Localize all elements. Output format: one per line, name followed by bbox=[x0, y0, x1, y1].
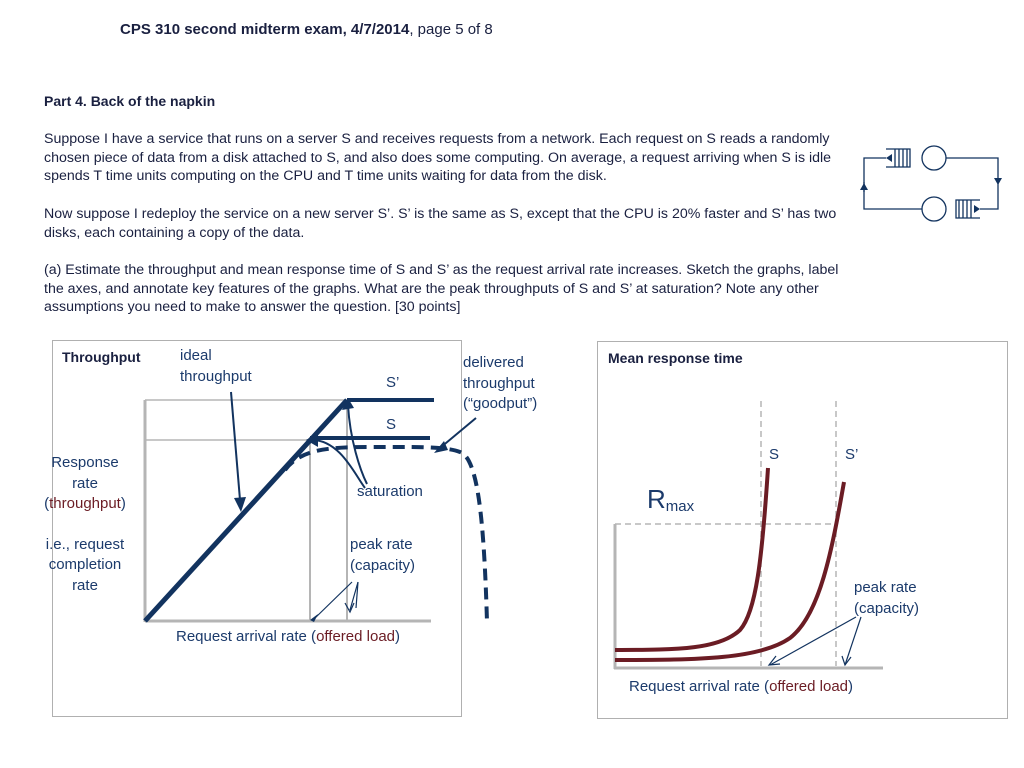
delivered-arrow-line bbox=[439, 417, 477, 449]
saturation-arrow-head-2 bbox=[342, 398, 354, 410]
part-title: Part 4. Back of the napkin bbox=[44, 93, 216, 109]
page-header: CPS 310 second midterm exam, 4/7/2014, p… bbox=[120, 21, 493, 38]
arrow-down-icon bbox=[994, 178, 1002, 185]
ideal-label-line2: throughput bbox=[180, 367, 252, 385]
arrow-up-icon bbox=[860, 183, 868, 190]
ideal-label-line1: ideal bbox=[180, 347, 212, 364]
paragraph-1: Suppose I have a service that runs on a … bbox=[44, 131, 832, 185]
bottom-queue-icon bbox=[955, 199, 980, 219]
throughput-title: Throughput bbox=[62, 349, 141, 365]
rmax-sub: max bbox=[665, 498, 695, 515]
peak-label-line1: peak rate bbox=[350, 536, 413, 553]
s-response-curve bbox=[614, 467, 770, 652]
response-time-panel bbox=[597, 341, 1008, 719]
paragraph-2: Now suppose I redeploy the service on a … bbox=[44, 206, 837, 241]
peak-rate-label-right: peak rate (capacity) bbox=[854, 578, 919, 619]
throughput-panel bbox=[52, 340, 462, 717]
rt-peak-label-line2: (capacity) bbox=[854, 599, 920, 617]
s-prime-response-curve bbox=[614, 481, 846, 662]
rmax-main: R bbox=[647, 484, 666, 514]
peak-arrow-2 bbox=[349, 581, 359, 611]
delivered-arrow-head bbox=[434, 441, 448, 453]
paragraph-3: (a) Estimate the throughput and mean res… bbox=[44, 262, 839, 316]
peak-arrow-head-2 bbox=[344, 602, 355, 614]
y-label-line4: i.e., request bbox=[45, 535, 125, 553]
rt-s-label: S bbox=[769, 446, 780, 463]
rt-s-prime-label: S’ bbox=[845, 446, 859, 463]
rt-peak-arrow-head-1 bbox=[767, 655, 781, 666]
delivered-label-line1: delivered bbox=[463, 354, 524, 371]
delivered-label-line2: throughput bbox=[463, 374, 535, 392]
y-label-line1: Response bbox=[51, 454, 119, 471]
x-axis-label-left: Request arrival rate (offered load) bbox=[176, 628, 401, 645]
peak-label-line2: (capacity) bbox=[350, 556, 416, 574]
top-queue-icon bbox=[886, 148, 911, 168]
rt-peak-label-line1: peak rate bbox=[854, 579, 917, 596]
y-label-line5: completion bbox=[48, 556, 122, 573]
header-title: CPS 310 second midterm exam, 4/7/2014 bbox=[120, 21, 410, 38]
y-label-line2: rate bbox=[72, 474, 98, 492]
saturation-label: saturation bbox=[357, 483, 423, 500]
ideal-label: ideal throughput bbox=[180, 346, 252, 387]
delivered-label-line3: (“goodput”) bbox=[463, 395, 538, 412]
saturation-arrow-head-1 bbox=[306, 433, 318, 447]
rt-peak-arrow-2 bbox=[844, 616, 862, 666]
ideal-arrow-head bbox=[234, 497, 246, 512]
rt-peak-arrow-1 bbox=[769, 616, 857, 666]
y-label-line3: (throughput) bbox=[44, 495, 126, 512]
saturation-arrow-1 bbox=[311, 439, 366, 489]
s-label: S bbox=[386, 416, 397, 433]
s-prime-label: S’ bbox=[386, 374, 400, 391]
y-label-line6: rate bbox=[72, 576, 98, 594]
ideal-arrow-line bbox=[230, 391, 241, 501]
peak-arrow-3 bbox=[355, 581, 359, 609]
rmax-label: Rmax bbox=[647, 484, 694, 515]
header-page: , page 5 of 8 bbox=[409, 21, 493, 38]
peak-arrow-head-1 bbox=[310, 614, 318, 622]
x-axis-label-right: Request arrival rate (offered load) bbox=[629, 678, 854, 695]
response-time-title: Mean response time bbox=[608, 350, 743, 366]
y-axis-label: Response rate (throughput) i.e., request… bbox=[24, 453, 146, 596]
rt-peak-arrow-head-2 bbox=[841, 655, 852, 667]
delivered-label: delivered throughput (“goodput”) bbox=[463, 353, 537, 415]
saturation-arrow-2 bbox=[347, 404, 368, 485]
peak-arrow-1 bbox=[312, 581, 353, 621]
peak-rate-label-left: peak rate (capacity) bbox=[350, 535, 415, 576]
arrow-right-icon bbox=[886, 154, 892, 162]
arrow-left-icon bbox=[974, 205, 980, 213]
